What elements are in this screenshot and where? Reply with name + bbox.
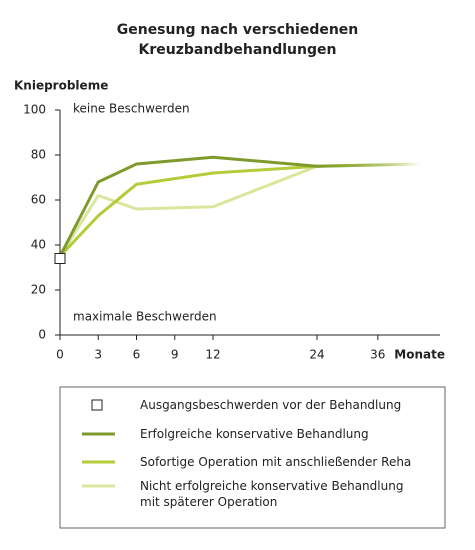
y-axis-label: Knieprobleme — [14, 79, 108, 93]
y-tick-label: 60 — [31, 193, 46, 207]
x-tick-label: 3 — [94, 348, 102, 362]
legend-label: Sofortige Operation mit anschließender R… — [140, 455, 412, 469]
chart-title: Genesung nach verschiedenen Kreuzbandbeh… — [116, 22, 359, 58]
legend-label: Erfolgreiche konservative Behandlung — [140, 427, 369, 441]
x-tick-label: 9 — [171, 348, 179, 362]
series-line — [58, 162, 421, 258]
y-tick-label: 0 — [38, 328, 46, 342]
series-line — [58, 155, 421, 257]
annotation: keine Beschwerden — [73, 102, 190, 116]
y-tick-label: 80 — [31, 148, 46, 162]
series-line — [58, 162, 421, 258]
x-tick-label: 12 — [205, 348, 220, 362]
annotation: maximale Beschwerden — [73, 310, 217, 324]
x-tick-label: 24 — [309, 348, 324, 362]
legend-label: Ausgangsbeschwerden vor der Behandlung — [140, 398, 402, 412]
start-marker — [54, 253, 66, 264]
x-axis-label: Monate — [394, 348, 445, 362]
y-tick-label: 40 — [31, 238, 46, 252]
x-tick-label: 0 — [56, 348, 64, 362]
x-tick-label: 36 — [370, 348, 385, 362]
legend-label: Nicht erfolgreiche konservative Behandlu… — [140, 479, 404, 509]
x-tick-label: 6 — [133, 348, 141, 362]
legend-marker — [91, 399, 103, 411]
y-tick-label: 20 — [31, 283, 46, 297]
legend-box — [59, 386, 446, 529]
y-tick-label: 100 — [23, 103, 46, 117]
